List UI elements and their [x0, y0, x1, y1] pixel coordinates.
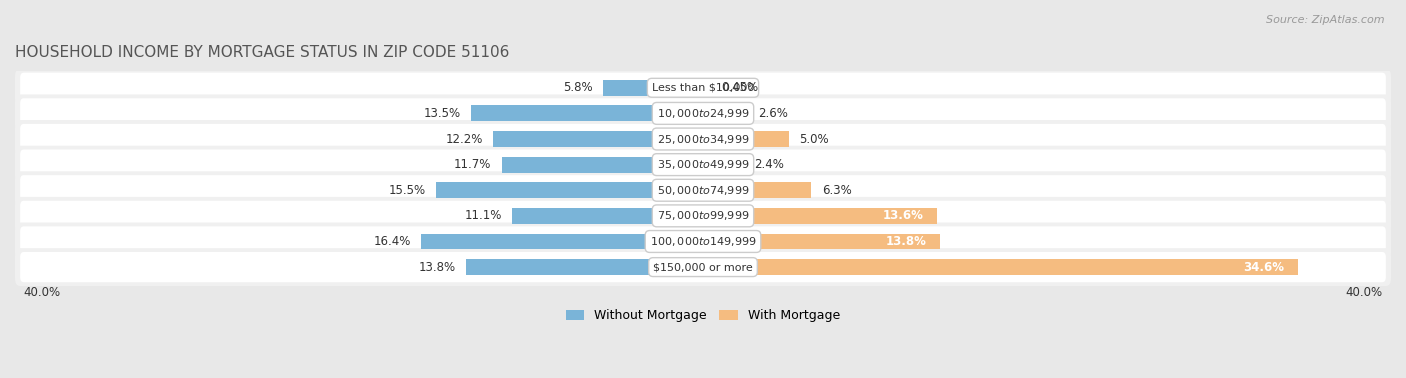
FancyBboxPatch shape — [20, 150, 1386, 180]
FancyBboxPatch shape — [20, 252, 1386, 282]
Text: 11.7%: 11.7% — [454, 158, 492, 171]
FancyBboxPatch shape — [15, 69, 1391, 107]
Bar — [703, 80, 711, 96]
Bar — [502, 157, 703, 173]
Text: $100,000 to $149,999: $100,000 to $149,999 — [650, 235, 756, 248]
Text: Source: ZipAtlas.com: Source: ZipAtlas.com — [1267, 15, 1385, 25]
Text: 13.5%: 13.5% — [423, 107, 461, 120]
Bar — [420, 234, 703, 249]
FancyBboxPatch shape — [15, 197, 1391, 235]
Bar — [703, 105, 748, 121]
FancyBboxPatch shape — [15, 223, 1391, 260]
FancyBboxPatch shape — [20, 175, 1386, 205]
FancyBboxPatch shape — [15, 248, 1391, 286]
Text: $35,000 to $49,999: $35,000 to $49,999 — [657, 158, 749, 171]
Text: 2.6%: 2.6% — [758, 107, 787, 120]
Text: 40.0%: 40.0% — [24, 285, 60, 299]
Text: 2.4%: 2.4% — [755, 158, 785, 171]
Text: $150,000 or more: $150,000 or more — [654, 262, 752, 272]
Text: $10,000 to $24,999: $10,000 to $24,999 — [657, 107, 749, 120]
Text: $25,000 to $34,999: $25,000 to $34,999 — [657, 133, 749, 146]
Bar — [703, 234, 941, 249]
Text: HOUSEHOLD INCOME BY MORTGAGE STATUS IN ZIP CODE 51106: HOUSEHOLD INCOME BY MORTGAGE STATUS IN Z… — [15, 45, 509, 60]
Text: 5.8%: 5.8% — [564, 81, 593, 94]
Bar — [603, 80, 703, 96]
FancyBboxPatch shape — [20, 124, 1386, 154]
Bar — [494, 131, 703, 147]
Bar — [436, 182, 703, 198]
Bar — [703, 208, 936, 224]
Text: 40.0%: 40.0% — [1346, 285, 1382, 299]
Text: $50,000 to $74,999: $50,000 to $74,999 — [657, 184, 749, 197]
Text: 6.3%: 6.3% — [821, 184, 852, 197]
FancyBboxPatch shape — [20, 98, 1386, 129]
Bar — [703, 182, 811, 198]
FancyBboxPatch shape — [20, 201, 1386, 231]
Text: $75,000 to $99,999: $75,000 to $99,999 — [657, 209, 749, 222]
FancyBboxPatch shape — [20, 226, 1386, 257]
Text: 13.6%: 13.6% — [883, 209, 924, 222]
Bar — [471, 105, 703, 121]
Text: 0.45%: 0.45% — [721, 81, 758, 94]
Text: 16.4%: 16.4% — [373, 235, 411, 248]
Text: 13.8%: 13.8% — [418, 260, 456, 274]
Text: Less than $10,000: Less than $10,000 — [652, 83, 754, 93]
Bar — [703, 157, 744, 173]
FancyBboxPatch shape — [15, 146, 1391, 184]
Text: 13.8%: 13.8% — [886, 235, 927, 248]
FancyBboxPatch shape — [15, 171, 1391, 209]
Text: 12.2%: 12.2% — [446, 133, 482, 146]
Text: 11.1%: 11.1% — [464, 209, 502, 222]
Text: 5.0%: 5.0% — [800, 133, 830, 146]
Bar — [512, 208, 703, 224]
FancyBboxPatch shape — [15, 120, 1391, 158]
Text: 15.5%: 15.5% — [389, 184, 426, 197]
Text: 34.6%: 34.6% — [1243, 260, 1284, 274]
FancyBboxPatch shape — [15, 94, 1391, 132]
Bar — [465, 259, 703, 275]
FancyBboxPatch shape — [20, 73, 1386, 103]
Bar — [703, 131, 789, 147]
Legend: Without Mortgage, With Mortgage: Without Mortgage, With Mortgage — [561, 304, 845, 327]
Bar — [703, 259, 1298, 275]
